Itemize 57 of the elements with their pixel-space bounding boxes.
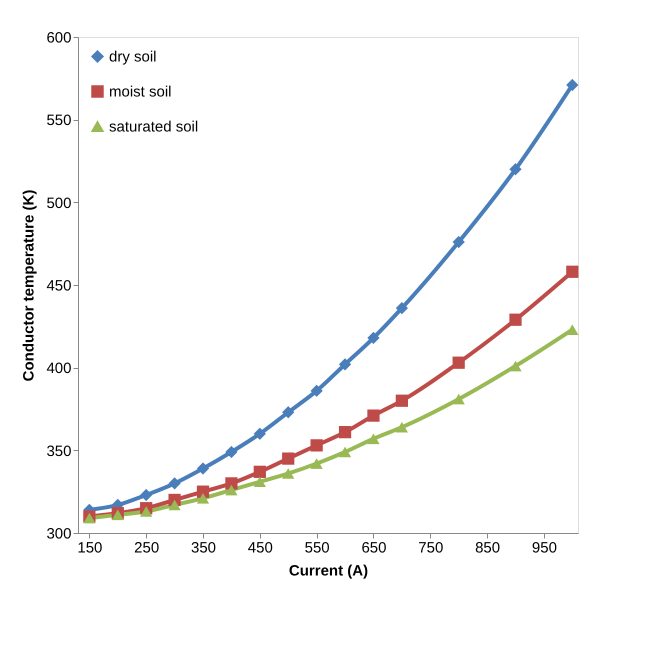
point [168,477,181,490]
point [254,466,266,478]
point [452,394,465,404]
point [112,510,124,520]
point [310,458,323,469]
point [310,384,323,397]
point [338,426,352,438]
point [566,266,578,278]
legend-label: saturated soil [109,118,198,136]
point [225,446,238,458]
x-tick-label: 150 [77,540,102,556]
x-tick-label: 750 [418,540,444,556]
point [254,428,266,440]
point [509,314,522,326]
point [396,394,408,407]
point [367,332,380,344]
point [83,512,96,524]
point [452,356,465,369]
point [338,446,352,458]
legend-label: dry soil [109,48,157,66]
x-tick-label: 850 [475,540,500,556]
point [140,488,152,502]
point [196,492,210,504]
y-tick-label: 500 [46,194,72,212]
point [254,476,266,488]
x-tick-label: 450 [248,540,273,556]
point [225,484,238,496]
point [168,500,181,510]
legend-label: moist soil [109,84,172,100]
y-tick-label: 350 [46,442,72,460]
x-tick-label: 950 [532,540,557,556]
y-tick-label: 600 [46,30,72,46]
point [509,360,522,372]
y-tick-label: 450 [46,278,72,294]
point [310,439,323,452]
point [282,468,294,479]
point [396,302,408,314]
x-tick-label: 250 [134,540,160,556]
point [282,406,294,418]
point [140,506,152,517]
point [338,358,352,370]
point [196,462,210,475]
point [282,452,294,465]
x-tick-label: 550 [304,540,330,556]
point [367,409,380,422]
point [509,163,522,176]
point [452,236,465,248]
x-axis-title: Current (A) [288,562,368,580]
x-tick-label: 650 [361,540,386,556]
y-axis-title: Conductor temperature (K) [20,190,38,382]
y-tick-label: 550 [46,112,72,130]
point [396,422,408,432]
point [566,78,578,92]
x-tick-label: 350 [190,540,216,556]
y-tick-label: 400 [46,360,72,378]
point [367,433,380,444]
y-tick-label: 300 [46,526,72,542]
